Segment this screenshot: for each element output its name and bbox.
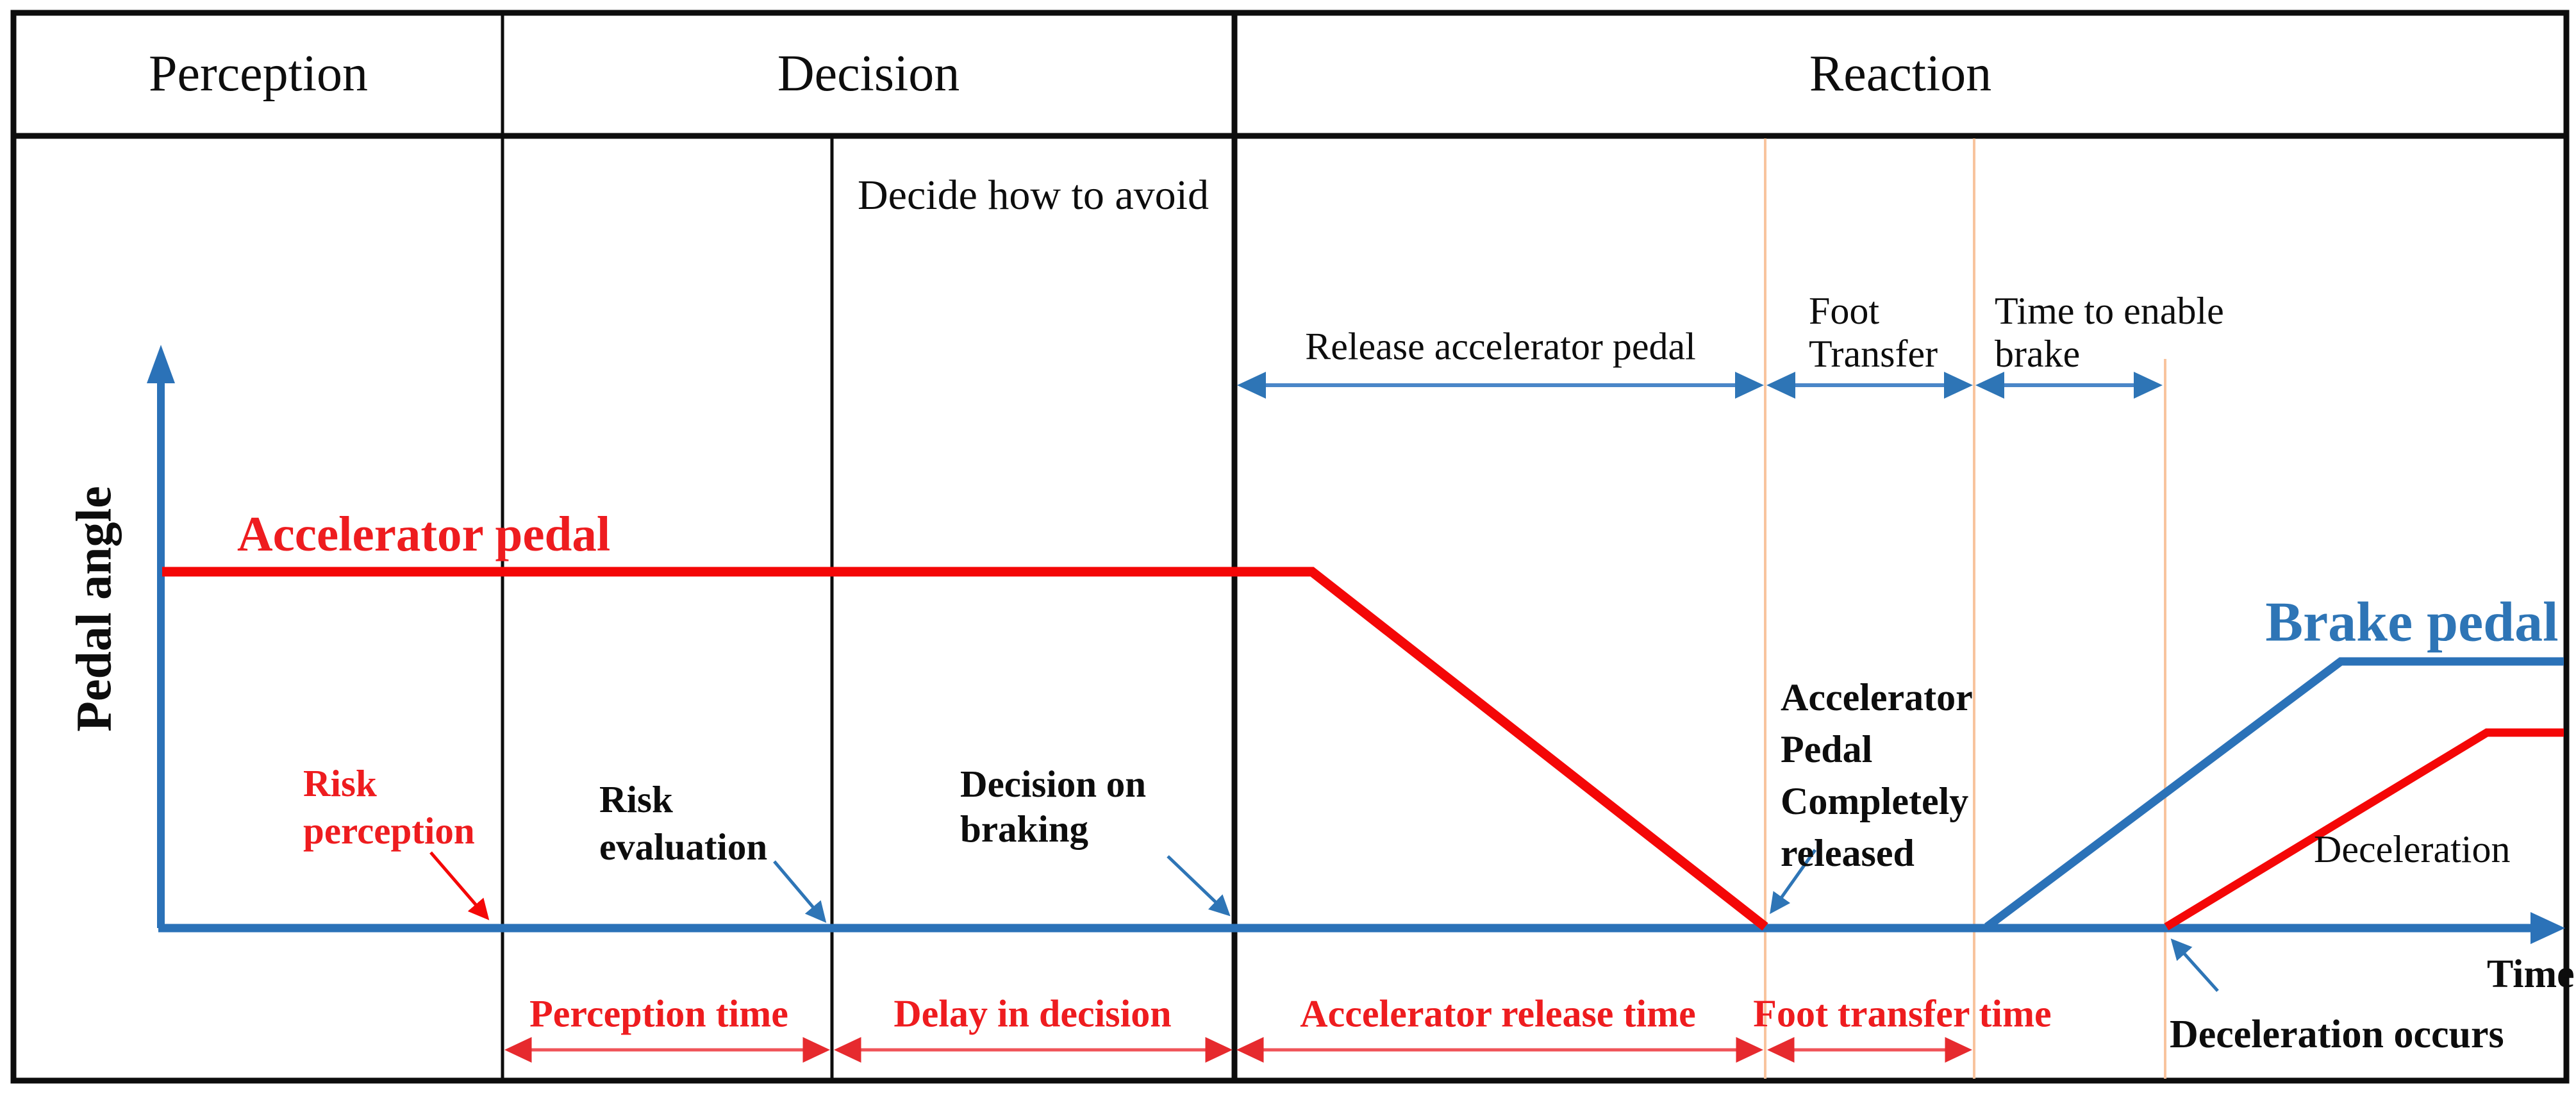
deceleration-curve-label: Deceleration bbox=[2314, 828, 2511, 870]
deceleration-occurs-pointer-arrow bbox=[2170, 938, 2219, 992]
delay-in-decision-label: Delay in decision bbox=[893, 992, 1172, 1035]
foot-transfer-time-label: Foot transfer time bbox=[1753, 992, 2052, 1035]
figure-border bbox=[10, 10, 2570, 1084]
pedal-released-line4: released bbox=[1781, 832, 1915, 874]
y-axis-arrowhead-icon bbox=[147, 345, 175, 383]
accelerator-pedal-curve bbox=[162, 567, 1768, 931]
risk-evaluation-annotation: Risk evaluation bbox=[599, 776, 767, 870]
time-to-enable-brake-label-line2: brake bbox=[1995, 333, 2081, 375]
phase-header-decision: Decision bbox=[777, 46, 960, 103]
pedal-completely-released-annotation: Accelerator Pedal Completely released bbox=[1781, 672, 1973, 879]
decision-on-braking-pointer-arrow bbox=[1167, 855, 1231, 917]
risk-perception-annotation: Risk perception bbox=[303, 760, 475, 854]
phase-header-reaction: Reaction bbox=[1809, 46, 1992, 103]
x-axis-arrowhead-icon bbox=[2530, 912, 2565, 944]
accelerator-pedal-curve-label: Accelerator pedal bbox=[237, 506, 611, 561]
accelerator-release-time-label: Accelerator release time bbox=[1300, 992, 1696, 1035]
foot-transfer-label-line2: Transfer bbox=[1809, 333, 1938, 375]
pedal-released-line2: Pedal bbox=[1781, 728, 1873, 770]
time-to-enable-brake-label: Time to enable brake bbox=[1995, 290, 2224, 376]
pedal-released-line1: Accelerator bbox=[1781, 676, 1973, 718]
brake-pedal-curve bbox=[1984, 657, 2564, 931]
risk-evaluation-line1: Risk bbox=[599, 778, 673, 820]
risk-perception-line2: perception bbox=[303, 810, 475, 852]
pedal-released-pointer-arrow bbox=[1770, 849, 1817, 915]
deceleration-curve bbox=[2164, 728, 2564, 931]
risk-evaluation-pointer-arrow bbox=[773, 860, 827, 923]
time-to-enable-brake-label-line1: Time to enable bbox=[1995, 290, 2224, 332]
risk-perception-pointer-arrow bbox=[429, 851, 490, 920]
brake-pedal-curve-label: Brake pedal bbox=[2265, 591, 2559, 654]
decision-on-braking-annotation: Decision on braking bbox=[960, 761, 1146, 851]
deceleration-occurs-annotation: Deceleration occurs bbox=[2170, 1013, 2504, 1056]
pedal-released-line3: Completely bbox=[1781, 780, 1969, 822]
decide-how-to-avoid-note: Decide how to avoid bbox=[857, 172, 1209, 219]
phase-header-perception: Perception bbox=[148, 46, 369, 103]
x-axis-label: Time bbox=[2487, 952, 2575, 996]
decision-on-braking-line1: Decision on bbox=[960, 763, 1147, 805]
perception-time-label: Perception time bbox=[529, 992, 788, 1035]
release-accelerator-label: Release accelerator pedal bbox=[1305, 325, 1696, 368]
risk-perception-line1: Risk bbox=[303, 762, 377, 804]
y-axis-label: Pedal angle bbox=[65, 486, 122, 732]
risk-evaluation-line2: evaluation bbox=[599, 826, 768, 868]
foot-transfer-label-line1: Foot bbox=[1809, 290, 1880, 332]
decision-on-braking-line2: braking bbox=[960, 808, 1089, 850]
foot-transfer-label: Foot Transfer bbox=[1809, 290, 1938, 376]
